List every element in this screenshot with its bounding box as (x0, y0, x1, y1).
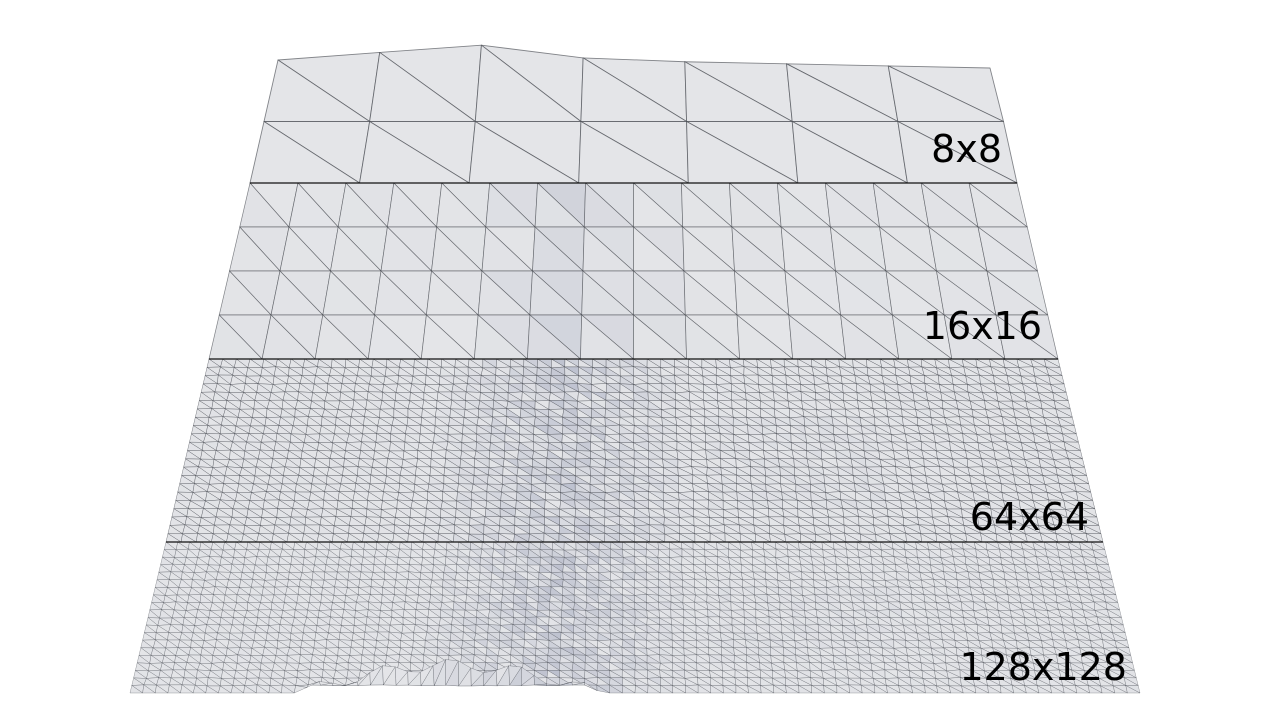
mesh-band-8x8 (249, 44, 1018, 184)
mesh-band-16x16 (208, 182, 1059, 360)
mesh-band-64x64 (165, 358, 1104, 543)
